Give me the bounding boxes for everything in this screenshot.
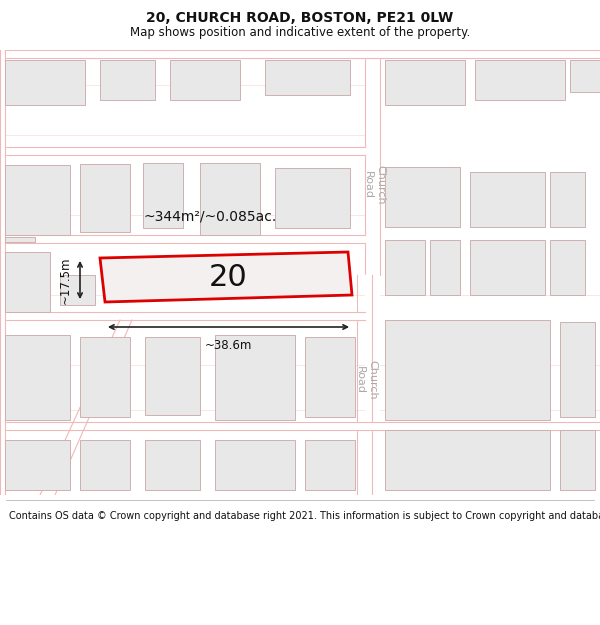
Text: 20, CHURCH ROAD, BOSTON, PE21 0LW: 20, CHURCH ROAD, BOSTON, PE21 0LW bbox=[146, 11, 454, 25]
Bar bbox=[385, 60, 465, 105]
Bar bbox=[470, 240, 545, 295]
Polygon shape bbox=[100, 252, 352, 302]
Bar bbox=[5, 335, 70, 420]
Bar bbox=[550, 240, 585, 295]
Text: Church
Road: Church Road bbox=[364, 165, 386, 205]
Bar bbox=[560, 430, 595, 490]
Bar bbox=[145, 440, 200, 490]
Bar bbox=[215, 335, 295, 420]
Bar bbox=[60, 275, 95, 305]
Bar bbox=[265, 60, 350, 95]
Text: ~38.6m: ~38.6m bbox=[205, 339, 252, 352]
Bar bbox=[275, 168, 350, 228]
Bar bbox=[430, 240, 460, 295]
Bar bbox=[170, 60, 240, 100]
Bar bbox=[570, 60, 600, 92]
Bar bbox=[560, 322, 595, 417]
Bar bbox=[100, 60, 155, 100]
Bar bbox=[215, 440, 295, 490]
Bar bbox=[385, 167, 460, 227]
Text: Church
Road: Church Road bbox=[355, 360, 378, 400]
Bar bbox=[305, 440, 355, 490]
Bar bbox=[5, 252, 50, 312]
Bar bbox=[305, 337, 355, 417]
Text: 20: 20 bbox=[209, 262, 247, 291]
Bar bbox=[80, 337, 130, 417]
Bar bbox=[5, 237, 35, 242]
Bar bbox=[385, 320, 550, 420]
Text: ~344m²/~0.085ac.: ~344m²/~0.085ac. bbox=[143, 210, 277, 224]
Bar bbox=[385, 240, 425, 295]
Bar bbox=[200, 163, 260, 235]
Bar bbox=[5, 440, 70, 490]
Bar bbox=[470, 172, 545, 227]
Bar bbox=[80, 164, 130, 232]
Text: Map shows position and indicative extent of the property.: Map shows position and indicative extent… bbox=[130, 26, 470, 39]
Bar bbox=[80, 440, 130, 490]
Bar bbox=[143, 163, 183, 228]
Bar bbox=[145, 337, 200, 415]
Bar bbox=[5, 60, 85, 105]
Text: ~17.5m: ~17.5m bbox=[59, 256, 72, 304]
Bar bbox=[475, 60, 565, 100]
Bar bbox=[5, 165, 70, 235]
Bar bbox=[385, 430, 550, 490]
Bar bbox=[550, 172, 585, 227]
Text: Contains OS data © Crown copyright and database right 2021. This information is : Contains OS data © Crown copyright and d… bbox=[9, 511, 600, 521]
